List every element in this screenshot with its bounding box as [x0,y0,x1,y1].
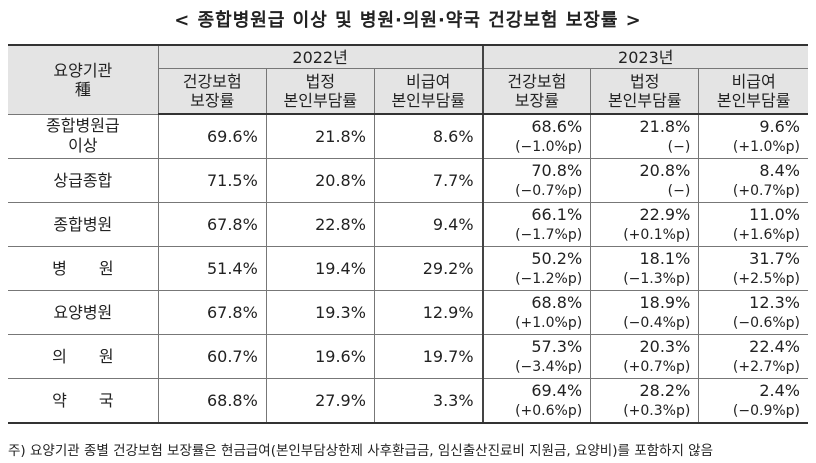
value-2022: 27.9% [265,378,375,424]
value-2022: 22.8% [265,202,375,247]
value-2023: 18.1% (−1.3%p) [590,246,700,291]
value-2022: 60.7% [157,334,267,379]
value-2022: 8.6% [373,114,484,159]
value-2022: 12.9% [373,290,484,335]
value-2023: 21.8% (−) [590,114,700,159]
column-header: 법정 본인부담률 [590,68,700,115]
change-value: (−0.9%p) [732,402,800,419]
change-value: (+2.5%p) [732,270,800,287]
change-value: (+0.1%p) [623,226,691,243]
change-value: (−1.3%p) [623,270,691,287]
value-2023: 22.9% (+0.1%p) [590,202,700,247]
row-label-header: 요양기관 種 [8,44,159,115]
change-value: (+1.0%p) [515,314,583,331]
value-2022: 21.8% [265,114,375,159]
row-label: 종합병원급 이상 [8,114,159,159]
table-row: 약 국 68.8% 27.9% 3.3% 69.4% (+0.6%p) 28.2% (+0.3… [8,378,808,424]
value-2022: 51.4% [157,246,267,291]
table-row: 병 원 51.4% 19.4% 29.2% 50.2% (−1.2%p) 18.1% (−1.… [8,246,808,291]
value-2022: 19.3% [265,290,375,335]
value-2022: 67.8% [157,290,267,335]
value-2023: 69.4% (+0.6%p) [481,378,592,424]
value-2023: 9.6% (+1.0%p) [698,114,808,159]
change-value: (+2.7%p) [732,358,800,375]
value-2023: 22.4% (+2.7%p) [698,334,808,379]
row-label: 약 국 [8,378,159,424]
value-2022: 20.8% [265,158,375,203]
value-2023: 12.3% (−0.6%p) [698,290,808,335]
table-row: 상급종합 71.5% 20.8% 7.7% 70.8% (−0.7%p) 20.8% (−) 8… [8,158,808,203]
change-value: (−0.6%p) [732,314,800,331]
value-2022: 7.7% [373,158,484,203]
value-2023: 70.8% (−0.7%p) [481,158,592,203]
row-label: 종합병원 [8,202,159,247]
coverage-table: 요양기관 種 2022년 2023년 건강보험 보장률 법정 본인부담률 비급여 본인부담… [8,44,808,424]
value-2023: 68.6% (−1.0%p) [481,114,592,159]
change-value: (−) [667,138,691,155]
row-label: 요양병원 [8,290,159,335]
value-2023: 20.3% (+0.7%p) [590,334,700,379]
change-value: (−1.2%p) [515,270,583,287]
value-2022: 9.4% [373,202,484,247]
value-2023: 31.7% (+2.5%p) [698,246,808,291]
value-2022: 69.6% [157,114,267,159]
footnote: 주) 요양기관 종별 건강보험 보장률은 현금급여(본인부담상한제 사후환급금,… [8,443,714,459]
page-title: < 종합병원급 이상 및 병원·의원·약국 건강보험 보장률 > [174,10,642,31]
value-2022: 19.6% [265,334,375,379]
column-header: 법정 본인부담률 [265,68,375,115]
value-2023: 68.8% (+1.0%p) [481,290,592,335]
change-value: (−3.4%p) [515,358,583,375]
column-header: 비급여 본인부담률 [698,68,808,115]
value-2022: 29.2% [373,246,484,291]
table-row: 요양병원 67.8% 19.3% 12.9% 68.8% (+1.0%p) 18.9% (−0… [8,290,808,335]
change-value: (−1.7%p) [515,226,583,243]
year-2023-header: 2023년 [481,44,808,69]
change-value: (−) [667,182,691,199]
value-2023: 11.0% (+1.6%p) [698,202,808,247]
change-value: (+1.6%p) [732,226,800,243]
value-2023: 18.9% (−0.4%p) [590,290,700,335]
change-value: (−0.7%p) [515,182,583,199]
row-label: 상급종합 [8,158,159,203]
column-header: 건강보험 보장률 [158,68,267,115]
value-2022: 68.8% [157,378,267,424]
row-label: 병 원 [8,246,159,291]
change-value: (+0.6%p) [515,402,583,419]
value-2023: 50.2% (−1.2%p) [481,246,592,291]
table-row: 의 원 60.7% 19.6% 19.7% 57.3% (−3.4%p) 20.3% (+0.… [8,334,808,379]
value-2022: 3.3% [373,378,484,424]
value-2023: 57.3% (−3.4%p) [481,334,592,379]
column-header: 건강보험 보장률 [481,68,592,115]
value-2022: 19.7% [373,334,484,379]
value-2023: 2.4% (−0.9%p) [698,378,808,424]
change-value: (+0.7%p) [623,358,691,375]
value-2022: 71.5% [157,158,267,203]
value-2022: 67.8% [157,202,267,247]
column-header: 비급여 본인부담률 [373,68,484,115]
change-value: (+0.3%p) [623,402,691,419]
value-2023: 66.1% (−1.7%p) [481,202,592,247]
value-2022: 19.4% [265,246,375,291]
value-2023: 8.4% (+0.7%p) [698,158,808,203]
change-value: (−1.0%p) [515,138,583,155]
row-label: 의 원 [8,334,159,379]
table-row: 종합병원급 이상 69.6% 21.8% 8.6% 68.6% (−1.0%p) 21.8%(… [8,114,808,159]
change-value: (+1.0%p) [732,138,800,155]
value-2023: 28.2% (+0.3%p) [590,378,700,424]
year-2022-header: 2022년 [157,44,484,69]
change-value: (+0.7%p) [732,182,800,199]
value-2023: 20.8% (−) [590,158,700,203]
change-value: (−0.4%p) [623,314,691,331]
table-row: 종합병원 67.8% 22.8% 9.4% 66.1% (−1.7%p) 22.9% (+0.… [8,202,808,247]
